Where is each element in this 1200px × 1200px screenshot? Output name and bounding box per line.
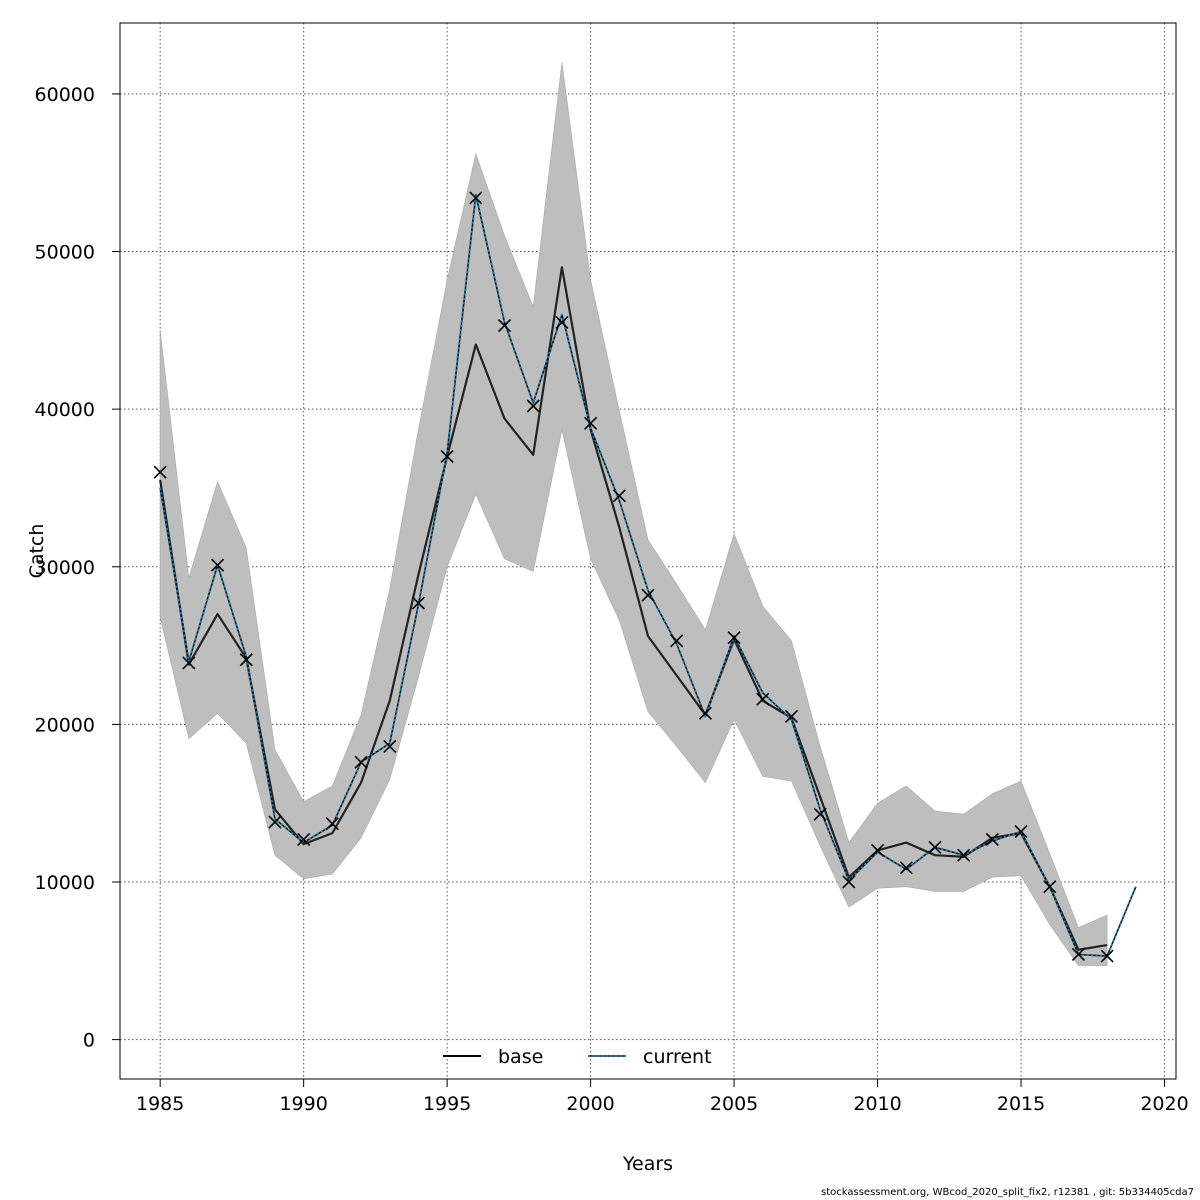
observed-point — [497, 319, 512, 333]
observed-point — [756, 692, 770, 706]
confidence-band-layer — [159, 62, 1108, 966]
observed-point — [985, 832, 999, 846]
confidence-band-base — [159, 62, 1108, 966]
observed-point — [239, 653, 253, 667]
observed-point — [641, 588, 655, 602]
observed-point — [698, 706, 712, 720]
observed-point — [325, 817, 339, 831]
x-tick-label: 1995 — [423, 1093, 471, 1115]
legend-label-base: base — [498, 1046, 543, 1068]
observed-point — [928, 840, 942, 854]
legend: base current — [443, 1046, 712, 1068]
series-lines-layer — [159, 193, 1137, 958]
observed-point — [1014, 824, 1028, 839]
axes: 1985 1990 1995 2000 2005 2010 2015 2020 0 10000 20… — [35, 84, 1189, 1115]
x-axis-title: Years — [622, 1153, 673, 1175]
observed-point — [899, 861, 913, 875]
x-tick-label: 1985 — [136, 1093, 184, 1115]
y-tick-label: 50000 — [35, 242, 95, 264]
series-line-current-underlay — [159, 194, 1137, 957]
observed-points-layer — [153, 191, 1114, 963]
x-tick-label: 2005 — [710, 1093, 758, 1115]
observed-point — [813, 807, 827, 821]
observed-point — [555, 315, 569, 330]
observed-point — [153, 465, 167, 479]
legend-label-current: current — [643, 1046, 712, 1068]
observed-point — [612, 489, 626, 503]
x-tick-label: 2020 — [1140, 1093, 1188, 1115]
observed-point — [727, 631, 741, 645]
observed-point — [383, 739, 397, 754]
x-tick-label: 2015 — [997, 1093, 1045, 1115]
observed-point — [1071, 947, 1085, 962]
y-tick-label: 40000 — [35, 399, 95, 421]
x-tick-label: 2010 — [853, 1093, 901, 1115]
observed-point — [440, 449, 454, 463]
observed-point — [182, 656, 196, 670]
observed-point — [526, 399, 540, 413]
observed-point — [670, 634, 684, 648]
observed-point — [210, 558, 225, 572]
y-tick-label: 10000 — [35, 872, 95, 894]
observed-point — [268, 815, 282, 829]
x-tick-label: 1990 — [279, 1093, 327, 1115]
y-axis-title: Catch — [26, 524, 48, 579]
y-tick-label: 60000 — [35, 84, 95, 106]
observed-point — [784, 709, 799, 724]
observed-point — [584, 416, 598, 430]
observed-point — [957, 848, 971, 862]
y-tick-label: 20000 — [35, 714, 95, 736]
x-tick-label: 2000 — [566, 1093, 614, 1115]
observed-point — [1043, 880, 1057, 894]
y-tick-label: 0 — [83, 1030, 95, 1052]
y-tick-label: 30000 — [35, 557, 95, 579]
observed-point — [411, 596, 426, 610]
observed-point — [1100, 949, 1114, 963]
footer-note: stockassessment.org, WBcod_2020_split_fi… — [821, 1187, 1194, 1198]
series-line-base — [159, 266, 1108, 951]
observed-point — [842, 875, 856, 889]
observed-point — [870, 843, 885, 858]
observed-point — [469, 191, 483, 205]
observed-point — [354, 755, 368, 769]
observed-point — [297, 832, 311, 846]
